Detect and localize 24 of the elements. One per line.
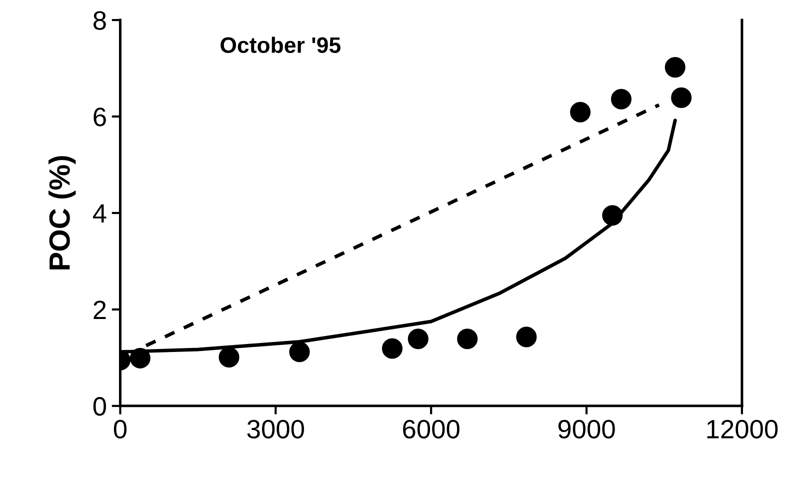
point xyxy=(664,57,686,78)
point xyxy=(289,342,310,362)
x-tick-label: 3000 xyxy=(247,420,304,439)
x-tick-label: 12000 xyxy=(707,420,778,439)
y-axis-title: POC (%) xyxy=(48,156,76,270)
point xyxy=(671,87,692,108)
point xyxy=(602,205,623,226)
y-tick-label: 4 xyxy=(92,204,106,223)
point xyxy=(382,338,403,359)
point xyxy=(610,88,632,110)
x-tick-label: 6000 xyxy=(403,420,460,439)
x-tick-label: 9000 xyxy=(558,420,615,439)
point xyxy=(570,102,591,122)
y-tick-label: 8 xyxy=(94,11,106,30)
point xyxy=(516,326,537,348)
point xyxy=(408,328,428,350)
annotation: October '95 xyxy=(220,36,340,54)
point xyxy=(130,348,150,368)
y-tick-label: 2 xyxy=(94,300,106,320)
point xyxy=(218,346,240,368)
y-tick-label: 0 xyxy=(93,397,106,416)
point xyxy=(457,328,478,350)
x-tick-label: 0 xyxy=(114,420,127,439)
y-tick-label: 6 xyxy=(94,108,106,126)
